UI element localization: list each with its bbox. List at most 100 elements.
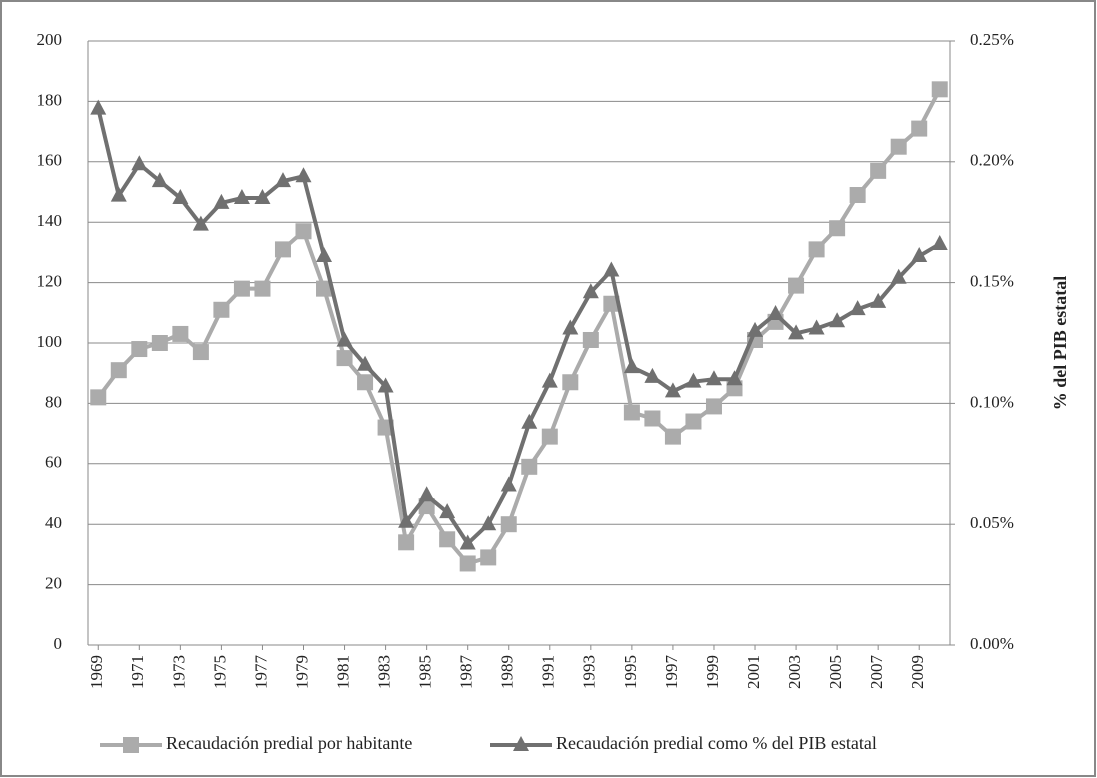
point — [747, 321, 764, 337]
x-tick-label: 2001 — [744, 655, 763, 689]
point — [500, 476, 517, 492]
point — [213, 193, 230, 209]
point — [582, 331, 599, 348]
point — [705, 370, 722, 386]
point — [685, 413, 702, 430]
x-tick-label: 1995 — [621, 655, 640, 689]
legend-label: Recaudación predial como % del PIB estat… — [556, 733, 877, 753]
point — [788, 324, 805, 340]
point — [213, 301, 230, 318]
y-tick-label: 60 — [45, 453, 62, 472]
point — [911, 247, 928, 263]
point — [664, 428, 681, 445]
point — [829, 220, 846, 237]
y2-tick-label: 0.10% — [970, 392, 1014, 411]
point — [172, 189, 189, 205]
legend-marker — [123, 737, 139, 753]
point — [541, 372, 558, 388]
x-tick-label: 1971 — [128, 655, 147, 689]
point — [849, 300, 866, 316]
point — [336, 350, 353, 367]
point — [521, 413, 538, 429]
point — [808, 241, 825, 258]
x-tick-label: 2005 — [826, 655, 845, 689]
legend-marker — [513, 736, 529, 751]
x-tick-label: 1993 — [580, 655, 599, 689]
point — [685, 372, 702, 388]
point — [582, 283, 599, 299]
point — [151, 172, 168, 188]
point — [459, 555, 476, 572]
y2-tick-label: 0.15% — [970, 272, 1014, 291]
y-tick-label: 160 — [37, 151, 63, 170]
point — [623, 404, 640, 421]
point — [521, 458, 538, 475]
point — [131, 341, 148, 358]
point — [767, 305, 784, 321]
point — [316, 280, 333, 297]
point — [603, 261, 620, 277]
point — [254, 189, 271, 205]
point — [274, 172, 291, 188]
point — [439, 503, 456, 519]
point — [500, 516, 517, 533]
point — [110, 186, 127, 202]
point — [233, 280, 250, 297]
x-tick-label: 1985 — [416, 655, 435, 689]
point — [911, 120, 928, 137]
point — [890, 268, 907, 284]
x-tick-label: 2003 — [785, 655, 804, 689]
y-tick-label: 40 — [45, 513, 62, 532]
y2-tick-label: 0.25% — [970, 30, 1014, 49]
point — [439, 531, 456, 548]
y-tick-label: 20 — [45, 574, 62, 593]
point — [316, 247, 333, 263]
point — [357, 355, 374, 371]
x-tick-label: 1999 — [703, 655, 722, 689]
point — [849, 187, 866, 204]
y-tick-label: 180 — [37, 90, 63, 109]
point — [90, 389, 107, 406]
y2-tick-label: 0.00% — [970, 634, 1014, 653]
point — [151, 335, 168, 351]
point — [233, 189, 250, 205]
point — [480, 515, 497, 531]
x-tick-label: 1969 — [87, 655, 106, 689]
point — [603, 295, 620, 312]
point — [644, 367, 661, 383]
point — [459, 534, 476, 550]
x-tick-label: 1977 — [251, 655, 270, 690]
point — [398, 534, 415, 551]
x-tick-label: 1973 — [169, 655, 188, 689]
point — [931, 234, 948, 250]
x-tick-label: 1975 — [210, 655, 229, 689]
point — [890, 138, 907, 155]
point — [726, 370, 743, 386]
point — [274, 241, 291, 258]
point — [705, 398, 722, 415]
x-tick-label: 1981 — [333, 655, 352, 689]
point — [110, 362, 127, 379]
x-tick-label: 1997 — [662, 655, 681, 690]
point — [480, 549, 497, 566]
y-tick-label: 0 — [54, 634, 63, 653]
y-tick-label: 100 — [37, 332, 63, 351]
x-tick-label: 2007 — [867, 655, 886, 690]
point — [808, 319, 825, 335]
x-tick-label: 1991 — [539, 655, 558, 689]
point — [377, 377, 394, 393]
point — [192, 215, 209, 231]
y-tick-label: 120 — [37, 272, 63, 291]
point — [131, 155, 148, 171]
point — [562, 374, 579, 391]
point — [172, 325, 189, 342]
y2-tick-label: 0.05% — [970, 513, 1014, 532]
y-tick-label: 80 — [45, 392, 62, 411]
y-tick-label: 200 — [37, 30, 63, 49]
point — [788, 277, 805, 294]
point — [829, 312, 846, 328]
point — [870, 162, 887, 179]
point — [644, 410, 661, 427]
point — [295, 167, 312, 183]
